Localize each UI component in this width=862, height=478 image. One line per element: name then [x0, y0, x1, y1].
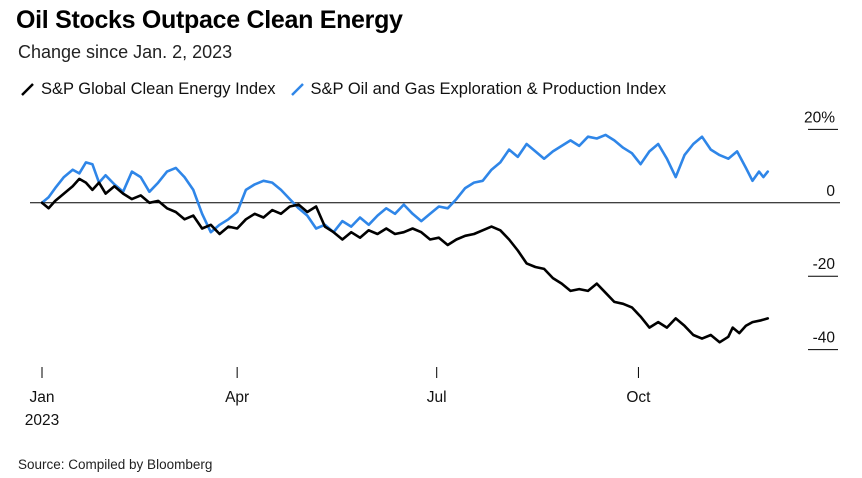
x-tick-label: Apr — [225, 389, 249, 406]
x-tick-label: Jul — [427, 389, 447, 406]
chart-subtitle: Change since Jan. 2, 2023 — [18, 42, 233, 62]
legend-label-clean-energy: S&P Global Clean Energy Index — [41, 80, 276, 98]
x-tick-label: Oct — [626, 389, 651, 406]
legend-label-oil-gas: S&P Oil and Gas Exploration & Production… — [310, 80, 667, 98]
legend-swatch-clean-energy — [21, 83, 34, 96]
series-line-clean-energy — [40, 177, 770, 344]
legend-swatch-oil-gas — [290, 83, 304, 96]
y-tick-label: -40 — [813, 330, 836, 347]
series-line-oil-gas — [40, 133, 770, 234]
y-tick-label: 0 — [826, 183, 835, 200]
x-tick-label: Jan — [30, 389, 55, 406]
legend: S&P Global Clean Energy Index S&P Oil an… — [20, 80, 680, 99]
y-tick-label: 20% — [804, 109, 835, 126]
legend-item-clean-energy: S&P Global Clean Energy Index — [20, 80, 276, 99]
y-tick-label: -20 — [813, 256, 836, 273]
legend-item-oil-gas: S&P Oil and Gas Exploration & Production… — [290, 80, 667, 99]
chart-title: Oil Stocks Outpace Clean Energy — [16, 6, 403, 34]
source-note: Source: Compiled by Bloomberg — [18, 457, 213, 472]
x-tick-sublabel: 2023 — [25, 412, 59, 429]
